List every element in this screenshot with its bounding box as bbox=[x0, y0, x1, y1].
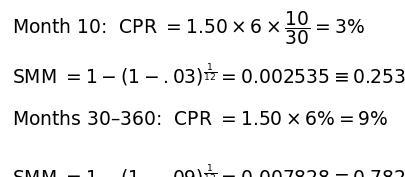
Text: SMM $= 1 - (1 - .09)^{\frac{1}{12}} = 0.007828 \equiv 0.7828\%$: SMM $= 1 - (1 - .09)^{\frac{1}{12}} = 0.… bbox=[12, 163, 405, 177]
Text: Month 10:  CPR $= 1.50 \times 6 \times \dfrac{10}{30} = 3\%$: Month 10: CPR $= 1.50 \times 6 \times \d… bbox=[12, 9, 364, 47]
Text: Months 30–360:  CPR $= 1.50 \times 6\% = 9\%$: Months 30–360: CPR $= 1.50 \times 6\% = … bbox=[12, 110, 388, 129]
Text: SMM $= 1 - (1 - .03)^{\frac{1}{12}} = 0.002535 \equiv 0.2535\%$: SMM $= 1 - (1 - .03)^{\frac{1}{12}} = 0.… bbox=[12, 62, 405, 88]
